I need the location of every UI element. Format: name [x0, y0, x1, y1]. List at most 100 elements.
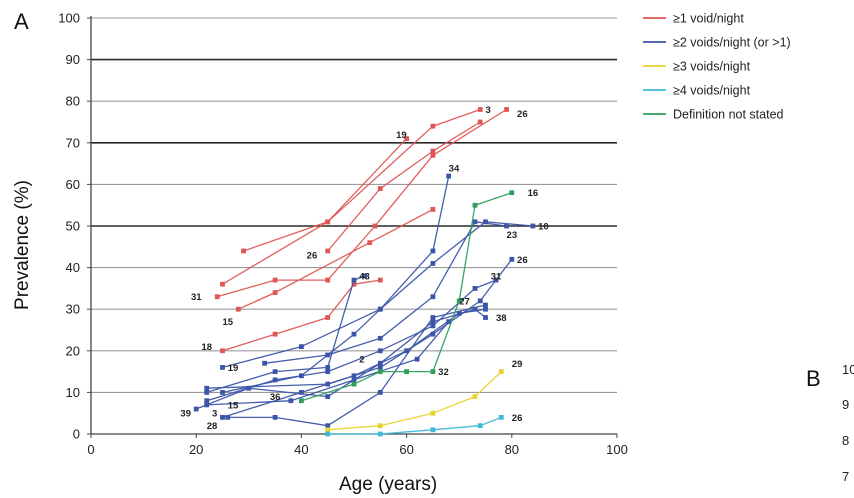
data-point	[225, 414, 231, 420]
y-tick-labels: 0 10 20 30 40 50 60 70 80 90 100	[58, 11, 91, 442]
data-point	[430, 319, 436, 325]
study-label: 2	[359, 355, 364, 366]
x-tick-label: 60	[399, 442, 413, 457]
study-label: 26	[517, 255, 528, 266]
data-point	[272, 414, 278, 420]
panel-b-tick-fragment: 9	[842, 397, 849, 412]
study-label: 28	[207, 421, 218, 432]
y-tick-label: 70	[66, 135, 80, 150]
data-point	[404, 136, 409, 142]
study-label: 15	[228, 400, 239, 411]
study-label: 18	[201, 342, 212, 353]
data-point	[351, 373, 357, 379]
data-point	[430, 148, 436, 154]
series-line	[301, 192, 513, 402]
data-point	[472, 219, 478, 225]
data-point	[430, 369, 436, 374]
series-line	[327, 121, 481, 252]
series-line	[222, 108, 481, 285]
study-label: 26	[307, 251, 318, 262]
data-point	[477, 423, 483, 429]
study-label: 38	[496, 313, 507, 324]
series-line	[222, 308, 486, 419]
data-point	[472, 286, 478, 291]
data-point	[246, 385, 252, 391]
data-point	[472, 306, 478, 312]
data-point	[477, 107, 483, 112]
data-point	[325, 365, 331, 370]
data-point	[299, 390, 304, 395]
data-point	[504, 223, 509, 229]
series-lines	[193, 107, 536, 437]
x-tick-label: 100	[606, 442, 628, 457]
data-point	[377, 348, 383, 354]
data-point	[430, 152, 436, 158]
data-point	[414, 356, 420, 362]
data-point	[367, 240, 373, 246]
panel-b-tick-fragment: 8	[842, 433, 849, 448]
data-point	[204, 385, 210, 391]
data-point	[404, 369, 409, 374]
y-tick-label: 40	[66, 260, 80, 275]
data-point	[272, 377, 278, 383]
panel-b-tick-fragment: 10	[842, 362, 854, 377]
data-point	[272, 277, 278, 283]
data-point	[377, 390, 383, 395]
study-labels: 19 3 26 34 16 10 23 26 43 26 31 31 15 27 38 18 19 2 32 29 15…	[180, 105, 548, 432]
y-tick-label: 10	[66, 385, 80, 400]
data-point	[262, 360, 267, 366]
data-point	[325, 352, 331, 358]
data-point	[351, 281, 357, 287]
y-tick-label: 100	[58, 11, 80, 26]
study-label: 36	[270, 392, 281, 403]
data-point	[377, 335, 383, 341]
series-line	[222, 279, 381, 352]
series-line	[217, 108, 507, 298]
y-tick-label: 20	[66, 343, 80, 358]
series-line	[206, 279, 497, 402]
study-label: 3	[486, 105, 491, 116]
data-point	[351, 277, 357, 283]
panel-b-fragment: B 10 9 8 7	[806, 362, 854, 484]
data-point	[430, 123, 436, 129]
data-point	[377, 186, 383, 191]
data-point	[430, 410, 436, 416]
study-label: 23	[507, 230, 518, 241]
data-point	[272, 369, 278, 374]
y-tick-label: 30	[66, 302, 80, 317]
data-point	[430, 261, 436, 266]
data-point	[351, 331, 357, 337]
study-label: 34	[449, 163, 460, 174]
data-point	[456, 310, 462, 316]
x-tick-label: 20	[189, 442, 203, 457]
study-label: 29	[512, 359, 523, 370]
legend-label: ≥1 void/night	[673, 12, 744, 26]
series-line	[243, 138, 408, 252]
study-label: 19	[228, 363, 239, 374]
legend-label: ≥2 voids/night (or >1)	[673, 36, 791, 50]
study-label: 26	[517, 109, 528, 120]
series-line	[327, 416, 502, 435]
y-axis-title: Prevalence (%)	[12, 180, 33, 310]
data-point	[220, 348, 225, 354]
data-point	[504, 107, 509, 112]
panel-label-b: B	[806, 366, 821, 391]
data-point	[220, 281, 225, 287]
data-point	[430, 248, 436, 254]
data-point	[299, 344, 304, 350]
y-tick-label: 90	[66, 52, 80, 67]
y-tick-label: 0	[73, 427, 80, 442]
x-tick-label: 0	[87, 442, 94, 457]
y-tick-label: 60	[66, 177, 80, 192]
panel-b-tick-fragment: 7	[842, 469, 849, 484]
series-line	[238, 208, 434, 310]
data-point	[483, 219, 488, 225]
data-point	[498, 369, 504, 374]
data-point	[272, 331, 278, 337]
data-point	[498, 414, 504, 420]
data-point	[377, 431, 383, 437]
grid-lines	[91, 17, 617, 393]
data-point	[288, 398, 294, 404]
data-point	[430, 323, 436, 329]
